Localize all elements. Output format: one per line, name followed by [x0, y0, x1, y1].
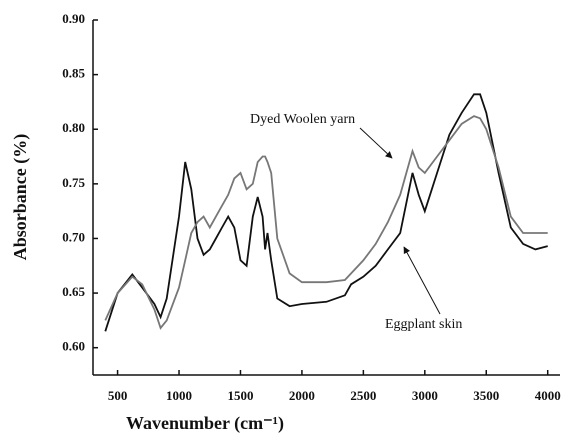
annotation: Eggplant skin — [385, 317, 462, 332]
x-tick-label: 4000 — [535, 388, 561, 403]
y-tick-label: 0.90 — [62, 11, 85, 26]
annotation-arrow — [403, 246, 441, 315]
x-axis-title: Wavenumber (cm⁻¹) — [126, 413, 284, 434]
x-tick-label: 3000 — [412, 388, 438, 403]
y-axis-title: Absorbance (%) — [10, 134, 31, 261]
x-tick-label: 1500 — [227, 388, 253, 403]
series-line — [104, 93, 548, 332]
y-tick-label: 0.80 — [62, 120, 85, 135]
y-tick-label: 0.70 — [62, 229, 85, 244]
x-tick-label: 2500 — [350, 388, 376, 403]
y-tick-label: 0.65 — [62, 284, 85, 299]
y-tick-label: 0.60 — [62, 339, 85, 354]
x-tick-label: 3500 — [473, 388, 499, 403]
annotation-arrow — [359, 127, 393, 159]
annotation: Dyed Woolen yarn — [250, 112, 355, 127]
x-tick-label: 1000 — [166, 388, 192, 403]
x-tick-label: 500 — [108, 388, 128, 403]
y-tick-label: 0.85 — [62, 66, 85, 81]
x-tick-label: 2000 — [289, 388, 315, 403]
series-line — [104, 115, 548, 330]
y-tick-label: 0.75 — [62, 175, 85, 190]
